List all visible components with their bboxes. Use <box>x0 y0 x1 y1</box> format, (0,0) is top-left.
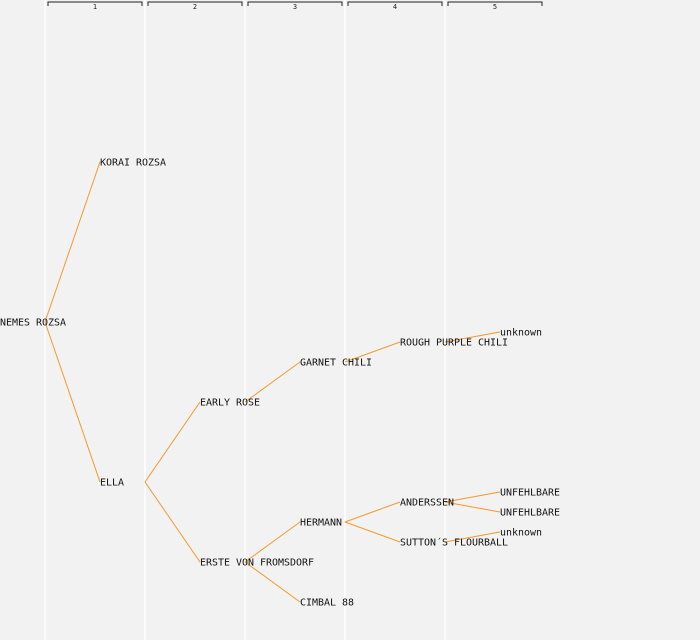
pedigree-edge <box>344 521 401 543</box>
node-rough-purple-chili[interactable]: ROUGH PURPLE CHILI <box>400 338 508 349</box>
pedigree-edge <box>344 501 401 523</box>
node-hermann[interactable]: HERMANN <box>300 518 342 529</box>
node-unknown-1[interactable]: unknown <box>500 328 542 339</box>
pedigree-edge <box>44 161 101 323</box>
pedigree-edges <box>44 161 501 603</box>
pedigree-edge <box>244 361 301 403</box>
generation-number: 3 <box>293 3 297 11</box>
node-korai-rozsa[interactable]: KORAI ROZSA <box>100 158 166 169</box>
generation-number: 1 <box>93 3 97 11</box>
pedigree-edge <box>444 331 501 343</box>
generation-gridlines <box>44 0 446 640</box>
node-ella[interactable]: ELLA <box>100 478 124 489</box>
node-erste-von-fromsdorf[interactable]: ERSTE VON FROMSDORF <box>200 558 314 569</box>
node-anderssen[interactable]: ANDERSSEN <box>400 498 454 509</box>
pedigree-edge <box>44 321 101 483</box>
pedigree-edge <box>244 561 301 603</box>
pedigree-edge <box>444 531 501 543</box>
generation-bracket <box>247 1 343 6</box>
pedigree-edge <box>444 501 501 513</box>
node-unfehlbare-1[interactable]: UNFEHLBARE <box>500 488 560 499</box>
pedigree-edge <box>344 341 401 363</box>
node-early-rose[interactable]: EARLY ROSE <box>200 398 260 409</box>
generation-bracket <box>347 1 443 6</box>
node-nemes-rozsa[interactable]: NEMES ROZSA <box>0 318 66 329</box>
pedigree-edge <box>144 481 201 563</box>
generation-number: 5 <box>493 3 497 11</box>
generation-bracket <box>447 1 543 6</box>
generation-number: 2 <box>193 3 197 11</box>
node-unfehlbare-2[interactable]: UNFEHLBARE <box>500 508 560 519</box>
generation-header: 1 2 3 4 5 <box>47 1 543 11</box>
generation-bracket <box>147 1 243 6</box>
node-suttons-flourball[interactable]: SUTTON´S FLOURBALL <box>400 537 508 549</box>
pedigree-nodes: NEMES ROZSA KORAI ROZSA ELLA EARLY ROSE ERST… <box>0 158 560 609</box>
generation-bracket <box>47 1 143 6</box>
pedigree-edge <box>444 491 501 503</box>
node-garnet-chili[interactable]: GARNET CHILI <box>300 358 372 369</box>
generation-number: 4 <box>393 3 397 11</box>
pedigree-edge <box>244 521 301 563</box>
pedigree-edge <box>144 401 201 483</box>
node-cimbal-88[interactable]: CIMBAL 88 <box>300 598 354 609</box>
node-unknown-2[interactable]: unknown <box>500 528 542 539</box>
